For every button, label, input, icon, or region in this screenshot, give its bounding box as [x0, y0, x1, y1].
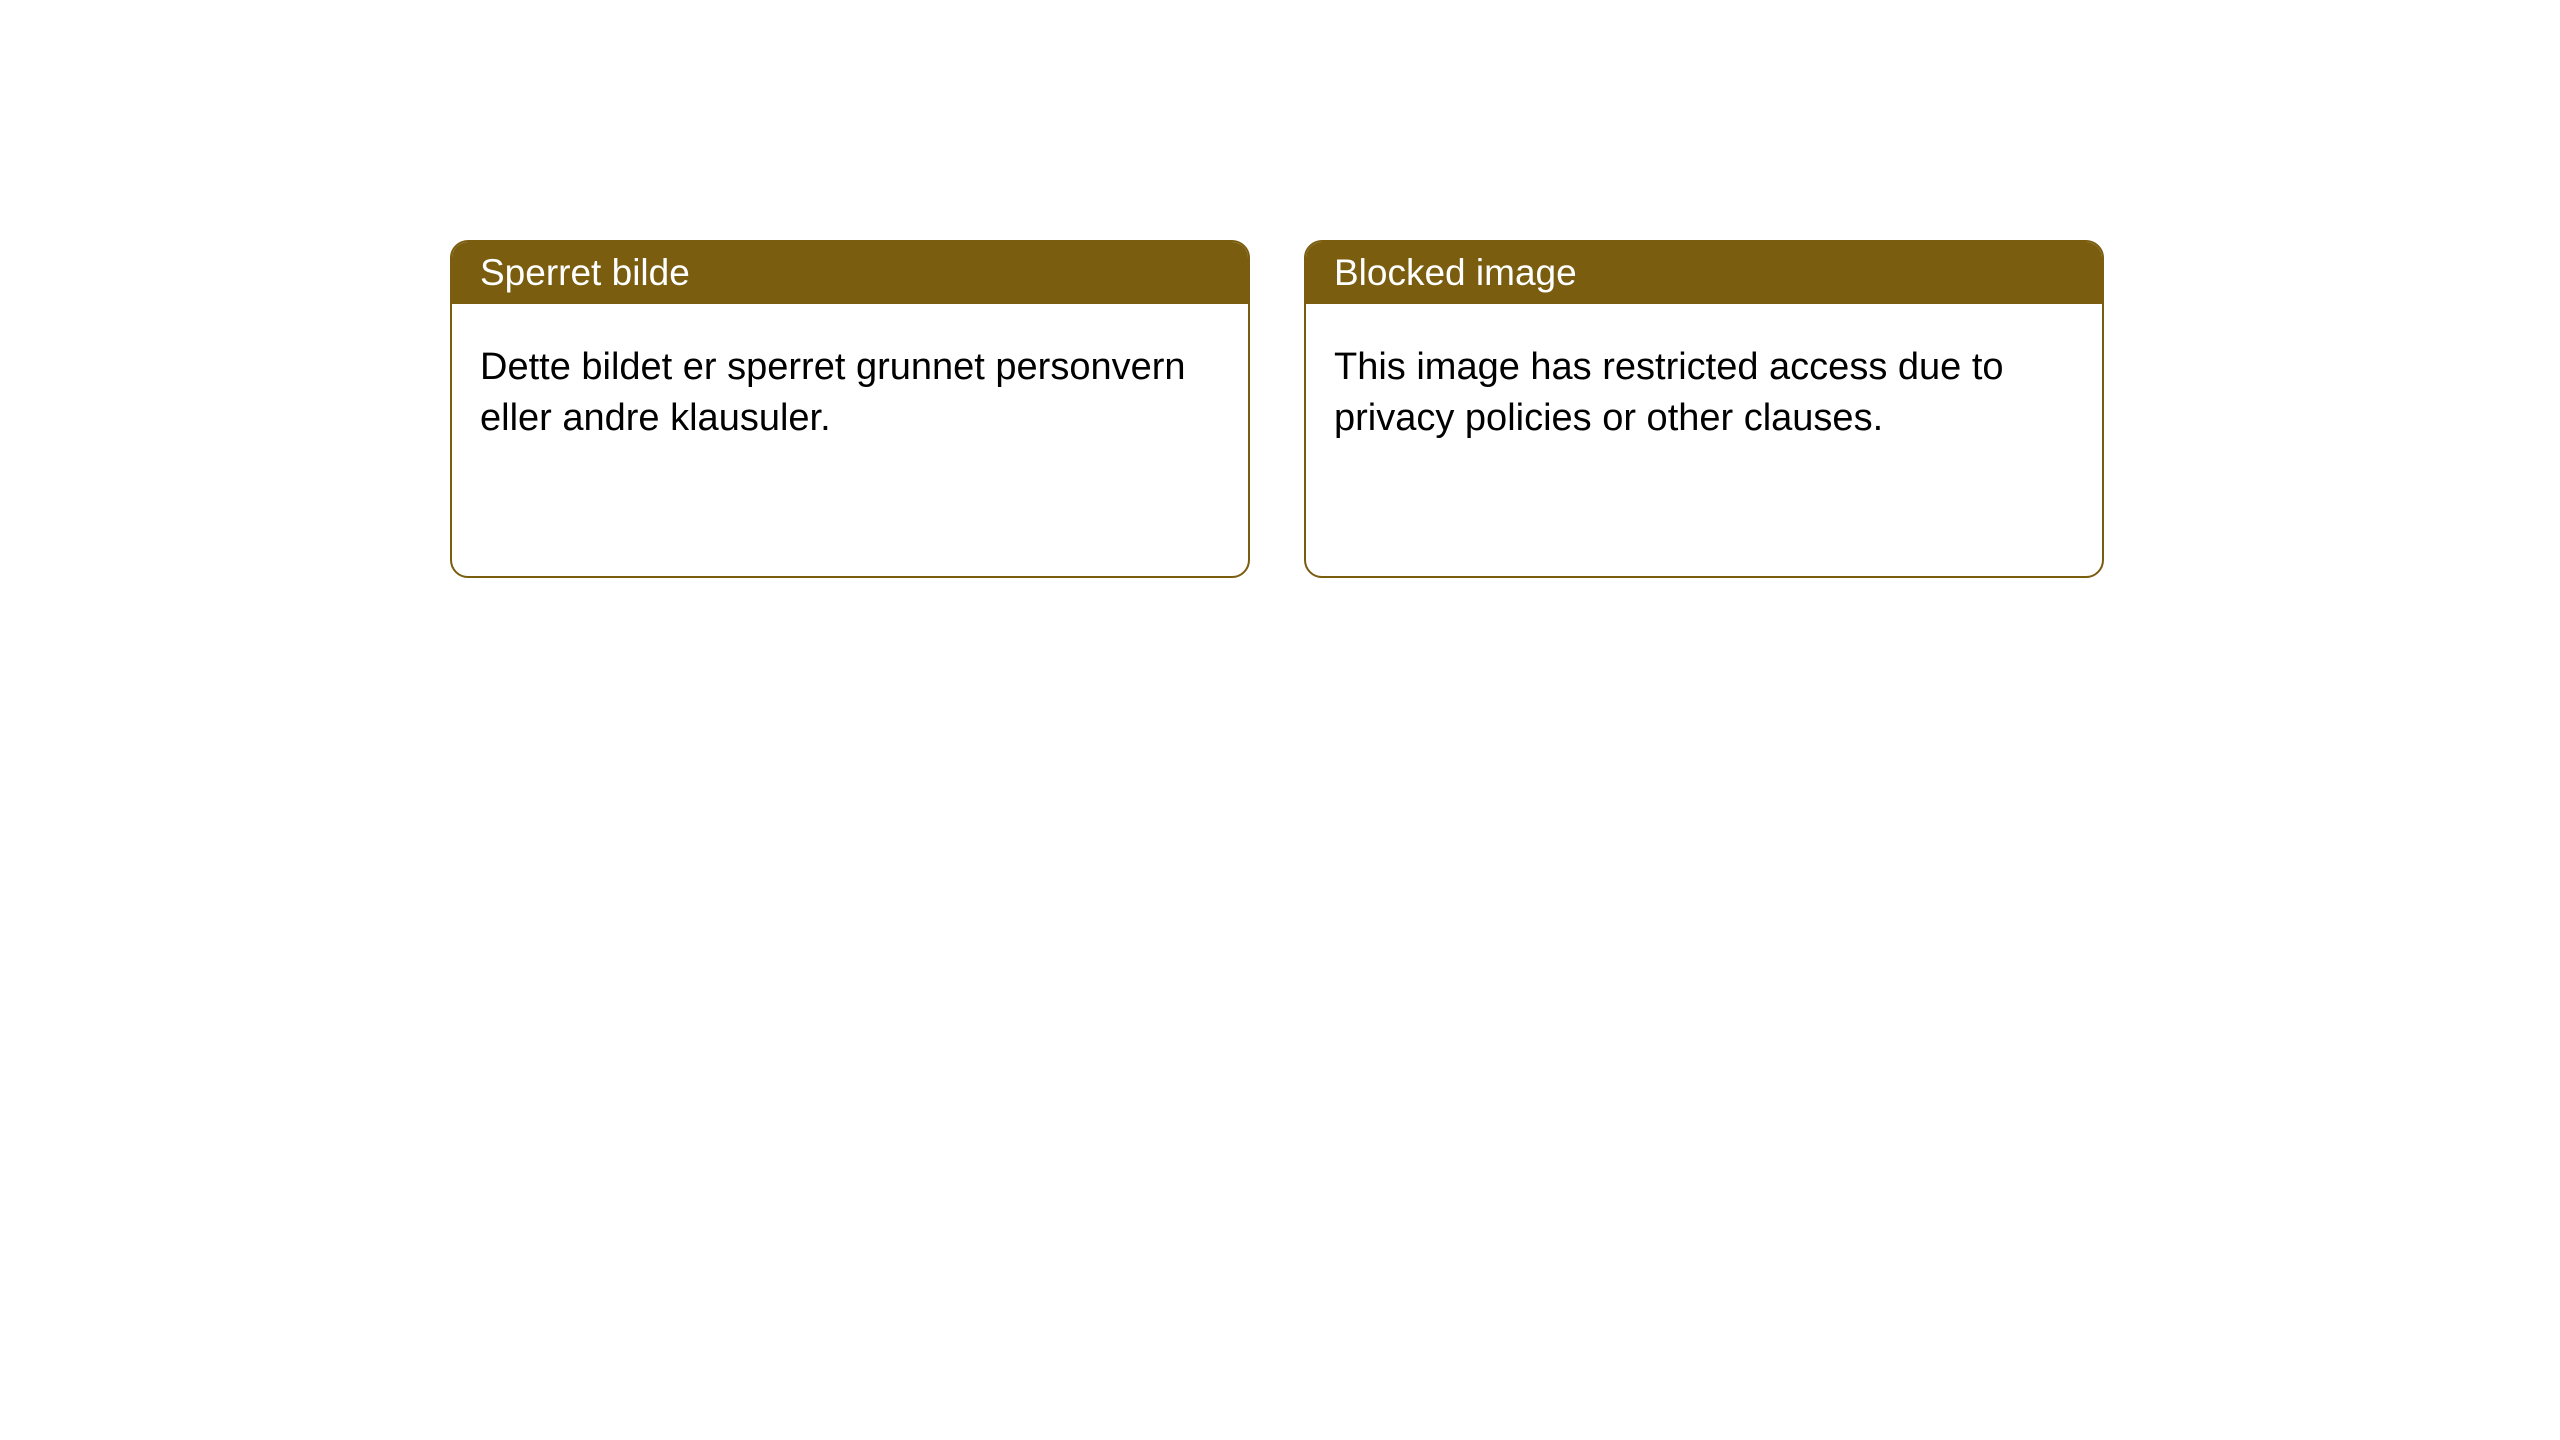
notice-body-text: This image has restricted access due to …: [1334, 346, 2004, 439]
notice-title: Sperret bilde: [480, 252, 690, 293]
notice-title: Blocked image: [1334, 252, 1577, 293]
notice-cards-container: Sperret bilde Dette bildet er sperret gr…: [0, 0, 2560, 578]
notice-header: Blocked image: [1306, 242, 2102, 304]
notice-body: Dette bildet er sperret grunnet personve…: [452, 304, 1248, 483]
notice-body-text: Dette bildet er sperret grunnet personve…: [480, 346, 1186, 439]
notice-card-english: Blocked image This image has restricted …: [1304, 240, 2104, 578]
notice-header: Sperret bilde: [452, 242, 1248, 304]
notice-card-norwegian: Sperret bilde Dette bildet er sperret gr…: [450, 240, 1250, 578]
notice-body: This image has restricted access due to …: [1306, 304, 2102, 483]
